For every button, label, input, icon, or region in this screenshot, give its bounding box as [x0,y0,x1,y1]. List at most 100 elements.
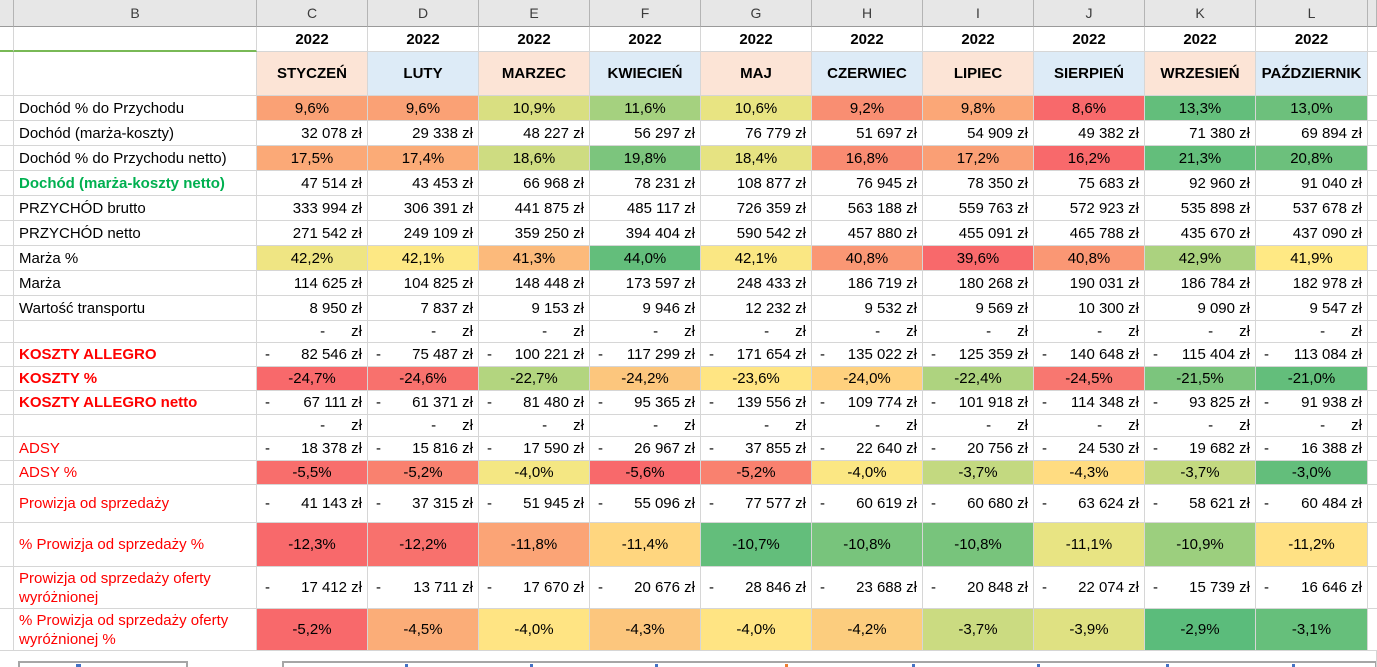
cell-K-8[interactable]: 186 784 zł [1145,271,1256,296]
cell-G-2[interactable]: 76 779 zł [701,121,812,146]
row-label[interactable]: % Prowizja od sprzedaży % [14,523,257,567]
cell-F-11[interactable]: - 117 299 zł [590,343,701,367]
cell-J-18[interactable]: -11,1% [1034,523,1145,567]
cell-H-14[interactable]: - zł [812,415,923,437]
year-cell-E[interactable]: 2022 [479,27,590,52]
row-sliver-cell[interactable] [1368,391,1377,415]
row-sliver-cell[interactable] [1368,196,1377,221]
cell-E-19[interactable]: - 17 670 zł [479,567,590,609]
row-label[interactable]: PRZYCHÓD brutto [14,196,257,221]
cell-E-6[interactable]: 359 250 zł [479,221,590,246]
cell-K-16[interactable]: -3,7% [1145,461,1256,485]
cell-H-4[interactable]: 76 945 zł [812,171,923,196]
row-a-cell[interactable] [0,121,14,146]
cell-E-11[interactable]: - 100 221 zł [479,343,590,367]
cell-G-17[interactable]: - 77 577 zł [701,485,812,523]
cell-H-18[interactable]: -10,8% [812,523,923,567]
cell-D-7[interactable]: 42,1% [368,246,479,271]
cell-J-10[interactable]: - zł [1034,321,1145,343]
cell-E-20[interactable]: -4,0% [479,609,590,651]
cell-H-2[interactable]: 51 697 zł [812,121,923,146]
cell-D-11[interactable]: - 75 487 zł [368,343,479,367]
cell-L-14[interactable]: - zł [1256,415,1368,437]
cell-L-13[interactable]: - 91 938 zł [1256,391,1368,415]
cell-K-7[interactable]: 42,9% [1145,246,1256,271]
cell-F-6[interactable]: 394 404 zł [590,221,701,246]
cell-J-5[interactable]: 572 923 zł [1034,196,1145,221]
row-label[interactable]: Prowizja od sprzedaży [14,485,257,523]
cell-I-20[interactable]: -3,7% [923,609,1034,651]
cell-E-16[interactable]: -4,0% [479,461,590,485]
cell-L-11[interactable]: - 113 084 zł [1256,343,1368,367]
cell-G-11[interactable]: - 171 654 zł [701,343,812,367]
column-header-H[interactable]: H [812,0,923,27]
cell-K-6[interactable]: 435 670 zł [1145,221,1256,246]
cell-D-10[interactable]: - zł [368,321,479,343]
cell-G-10[interactable]: - zł [701,321,812,343]
row-sliver-cell[interactable] [1368,343,1377,367]
cell-J-12[interactable]: -24,5% [1034,367,1145,391]
column-header-D[interactable]: D [368,0,479,27]
cell-I-5[interactable]: 559 763 zł [923,196,1034,221]
cell-H-11[interactable]: - 135 022 zł [812,343,923,367]
month-header-październik[interactable]: PAŹDZIERNIK [1256,52,1368,96]
cell-I-3[interactable]: 17,2% [923,146,1034,171]
row-sliver-cell[interactable] [1368,121,1377,146]
cell-L-2[interactable]: 69 894 zł [1256,121,1368,146]
cell-H-6[interactable]: 457 880 zł [812,221,923,246]
cell-E-9[interactable]: 9 153 zł [479,296,590,321]
cell-L-17[interactable]: - 60 484 zł [1256,485,1368,523]
year-cell-b[interactable] [14,27,257,52]
cell-F-3[interactable]: 19,8% [590,146,701,171]
row-sliver-cell[interactable] [1368,246,1377,271]
cell-L-3[interactable]: 20,8% [1256,146,1368,171]
row-a-cell[interactable] [0,367,14,391]
row-sliver-cell[interactable] [1368,171,1377,196]
row-sliver-cell[interactable] [1368,221,1377,246]
cell-F-18[interactable]: -11,4% [590,523,701,567]
cell-H-7[interactable]: 40,8% [812,246,923,271]
month-header-lipiec[interactable]: LIPIEC [923,52,1034,96]
row-label[interactable]: Marża % [14,246,257,271]
row-a-cell[interactable] [0,485,14,523]
cell-I-1[interactable]: 9,8% [923,96,1034,121]
row-label[interactable]: ADSY % [14,461,257,485]
cell-D-18[interactable]: -12,2% [368,523,479,567]
column-header-m-sliver[interactable] [1368,0,1377,27]
cell-I-6[interactable]: 455 091 zł [923,221,1034,246]
cell-L-12[interactable]: -21,0% [1256,367,1368,391]
cell-L-9[interactable]: 9 547 zł [1256,296,1368,321]
cell-I-15[interactable]: - 20 756 zł [923,437,1034,461]
cell-H-10[interactable]: - zł [812,321,923,343]
cell-F-17[interactable]: - 55 096 zł [590,485,701,523]
cell-E-1[interactable]: 10,9% [479,96,590,121]
month-cell-a[interactable] [0,52,14,96]
year-cell-a[interactable] [0,27,14,52]
row-sliver-cell[interactable] [1368,437,1377,461]
cell-L-10[interactable]: - zł [1256,321,1368,343]
cell-G-12[interactable]: -23,6% [701,367,812,391]
row-label[interactable]: KOSZTY ALLEGRO netto [14,391,257,415]
cell-I-12[interactable]: -22,4% [923,367,1034,391]
cell-L-19[interactable]: - 16 646 zł [1256,567,1368,609]
cell-I-14[interactable]: - zł [923,415,1034,437]
cell-K-10[interactable]: - zł [1145,321,1256,343]
row-a-cell[interactable] [0,567,14,609]
cell-D-19[interactable]: - 13 711 zł [368,567,479,609]
cell-D-6[interactable]: 249 109 zł [368,221,479,246]
cell-C-12[interactable]: -24,7% [257,367,368,391]
cell-D-17[interactable]: - 37 315 zł [368,485,479,523]
cell-K-2[interactable]: 71 380 zł [1145,121,1256,146]
row-a-cell[interactable] [0,221,14,246]
row-a-cell[interactable] [0,271,14,296]
cell-L-5[interactable]: 537 678 zł [1256,196,1368,221]
row-label[interactable] [14,415,257,437]
cell-J-8[interactable]: 190 031 zł [1034,271,1145,296]
cell-E-7[interactable]: 41,3% [479,246,590,271]
cell-C-17[interactable]: - 41 143 zł [257,485,368,523]
row-label[interactable] [14,321,257,343]
cell-H-3[interactable]: 16,8% [812,146,923,171]
cell-E-8[interactable]: 148 448 zł [479,271,590,296]
sparkline-chart-fragment[interactable] [18,661,188,667]
cell-G-16[interactable]: -5,2% [701,461,812,485]
